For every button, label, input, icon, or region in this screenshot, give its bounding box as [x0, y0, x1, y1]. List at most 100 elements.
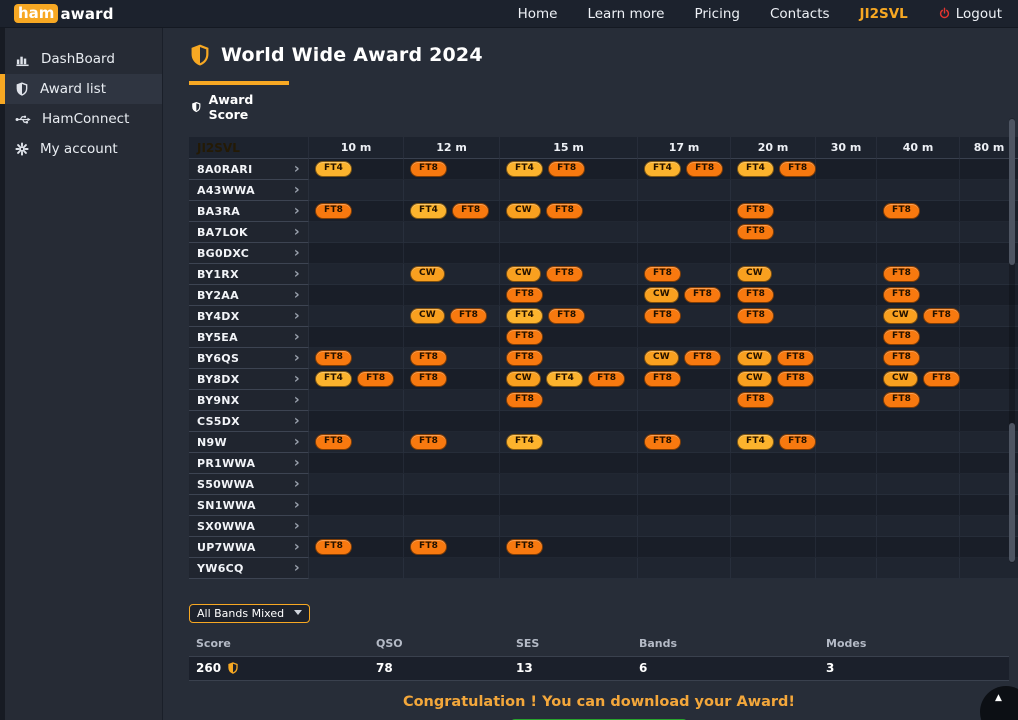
callsign-label: 8A0RARI — [197, 162, 253, 176]
table-row[interactable]: BY5EA › FT8 FT8 — [189, 327, 1018, 348]
tab-award-score[interactable]: Award Score — [189, 85, 287, 128]
callsign-cell[interactable]: BY5EA › — [189, 327, 309, 348]
band-cell: CW FT4 FT8 — [500, 369, 638, 390]
mode-badge-ft4: FT4 — [737, 434, 775, 450]
mode-badge-ft8: FT8 — [410, 434, 448, 450]
sidebar: DashBoard Award list — [0, 28, 163, 720]
band-cell: FT8 — [731, 390, 816, 411]
callsign-cell[interactable]: SN1WWA › — [189, 495, 309, 516]
table-row[interactable]: CS5DX › — [189, 411, 1018, 432]
callsign-cell[interactable]: YW6CQ › — [189, 558, 309, 579]
table-row[interactable]: BA3RA › FT8 FT4 FT8 CW FT8 FT8 FT8 — [189, 201, 1018, 222]
table-scrollbar-thumb[interactable] — [1009, 119, 1015, 265]
callsign-cell[interactable]: N9W › — [189, 432, 309, 453]
band-cell — [500, 516, 638, 537]
table-row[interactable]: BY6QS › FT8 FT8 FT8 CW FT8 CW FT8 FT8 — [189, 348, 1018, 369]
callsign-cell[interactable]: UP7WWA › — [189, 537, 309, 558]
callsign-cell[interactable]: BY1RX › — [189, 264, 309, 285]
table-row[interactable]: PR1WWA › — [189, 453, 1018, 474]
sidebar-item-award-list[interactable]: Award list — [0, 74, 162, 104]
table-row[interactable]: BA7LOK › FT8 — [189, 222, 1018, 243]
band-cell — [404, 411, 500, 432]
hamaward-logo[interactable]: ham award — [14, 4, 114, 23]
nav-contacts[interactable]: Contacts — [769, 5, 830, 22]
sidebar-item-my-account[interactable]: My account — [0, 134, 162, 164]
table-row[interactable]: BY1RX › CW CW FT8 FT8 CW FT8 — [189, 264, 1018, 285]
mode-badge-ft8: FT8 — [737, 203, 775, 219]
band-cell — [960, 201, 1018, 222]
band-cell — [309, 285, 404, 306]
band-cell — [731, 537, 816, 558]
user-callsign-cell[interactable]: JI2SVL — [189, 137, 309, 159]
band-cell: CW FT8 — [731, 348, 816, 369]
sidebar-item-label: HamConnect — [42, 111, 130, 127]
nav-home[interactable]: Home — [517, 5, 558, 22]
band-cell — [960, 495, 1018, 516]
mode-badge-ft8: FT8 — [737, 224, 775, 240]
mode-badge-ft4: FT4 — [506, 434, 544, 450]
callsign-label: BY1RX — [197, 267, 239, 281]
callsign-cell[interactable]: BY9NX › — [189, 390, 309, 411]
callsign-cell[interactable]: 8A0RARI › — [189, 159, 309, 180]
band-cell — [500, 495, 638, 516]
callsign-cell[interactable]: CS5DX › — [189, 411, 309, 432]
table-row[interactable]: A43WWA › — [189, 180, 1018, 201]
usb-icon — [15, 115, 31, 123]
logout-button[interactable]: Logout — [938, 6, 1002, 22]
mode-badge-ft8: FT8 — [883, 392, 921, 408]
callsign-cell[interactable]: SX0WWA › — [189, 516, 309, 537]
mode-badge-ft8: FT8 — [737, 392, 775, 408]
score-number: 260 — [196, 661, 222, 675]
band-cell — [816, 285, 877, 306]
mode-badge-ft8: FT8 — [644, 308, 682, 324]
callsign-cell[interactable]: BY6QS › — [189, 348, 309, 369]
table-row[interactable]: YW6CQ › — [189, 558, 1018, 579]
sidebar-item-hamconnect[interactable]: HamConnect — [0, 104, 162, 134]
band-filter-select[interactable]: All Bands Mixed — [189, 604, 310, 623]
table-row[interactable]: SX0WWA › — [189, 516, 1018, 537]
nav-learn-more[interactable]: Learn more — [587, 5, 665, 22]
table-row[interactable]: BY9NX › FT8 FT8 FT8 — [189, 390, 1018, 411]
table-row[interactable]: BG0DXC › — [189, 243, 1018, 264]
table-scrollbar-thumb[interactable] — [1009, 423, 1015, 562]
band-cell: FT4 FT8 — [500, 159, 638, 180]
mode-badge-ft4: FT4 — [315, 161, 353, 177]
band-cell — [404, 516, 500, 537]
callsign-cell[interactable]: PR1WWA › — [189, 453, 309, 474]
band-cell — [877, 516, 960, 537]
callsign-cell[interactable]: BY8DX › — [189, 369, 309, 390]
callsign-label: SN1WWA — [197, 498, 256, 512]
callsign-label: YW6CQ — [197, 561, 244, 575]
table-row[interactable]: 8A0RARI › FT4 FT8 FT4 FT8 FT4 FT8 FT4 FT8 — [189, 159, 1018, 180]
tab-label: Award Score — [208, 92, 254, 122]
chevron-right-icon: › — [293, 497, 300, 513]
nav-user-callsign[interactable]: JI2SVL — [859, 5, 908, 22]
mode-badge-cw: CW — [644, 287, 679, 303]
band-cell: FT4 FT8 — [731, 432, 817, 453]
table-row[interactable]: S50WWA › — [189, 474, 1018, 495]
table-row[interactable]: SN1WWA › — [189, 495, 1018, 516]
table-row[interactable]: BY2AA › FT8 CW FT8 FT8 FT8 — [189, 285, 1018, 306]
band-cell — [816, 537, 877, 558]
table-row[interactable]: BY8DX › FT4 FT8 FT8 CW FT4 FT8 FT8 CW FT8 CW FT8 — [189, 369, 1018, 390]
callsign-cell[interactable]: BA7LOK › — [189, 222, 309, 243]
band-cell — [960, 327, 1018, 348]
band-cell — [638, 222, 731, 243]
band-cell — [731, 474, 816, 495]
callsign-cell[interactable]: BG0DXC › — [189, 243, 309, 264]
nav-pricing[interactable]: Pricing — [694, 5, 740, 22]
summary-header-row: Score QSO SES Bands Modes — [189, 632, 1009, 657]
callsign-cell[interactable]: S50WWA › — [189, 474, 309, 495]
table-row[interactable]: BY4DX › CW FT8 FT4 FT8 FT8 FT8 CW FT8 — [189, 306, 1018, 327]
table-row[interactable]: N9W › FT8 FT8 FT4 FT8 FT4 FT8 — [189, 432, 1018, 453]
callsign-cell[interactable]: BY4DX › — [189, 306, 309, 327]
mode-badge-ft8: FT8 — [506, 350, 544, 366]
callsign-cell[interactable]: A43WWA › — [189, 180, 309, 201]
band-cell: FT8 — [500, 327, 638, 348]
callsign-cell[interactable]: BA3RA › — [189, 201, 309, 222]
callsign-label: S50WWA — [197, 477, 255, 491]
band-cell — [877, 558, 960, 579]
table-row[interactable]: UP7WWA › FT8 FT8 FT8 — [189, 537, 1018, 558]
callsign-cell[interactable]: BY2AA › — [189, 285, 309, 306]
sidebar-item-dashboard[interactable]: DashBoard — [0, 44, 162, 74]
